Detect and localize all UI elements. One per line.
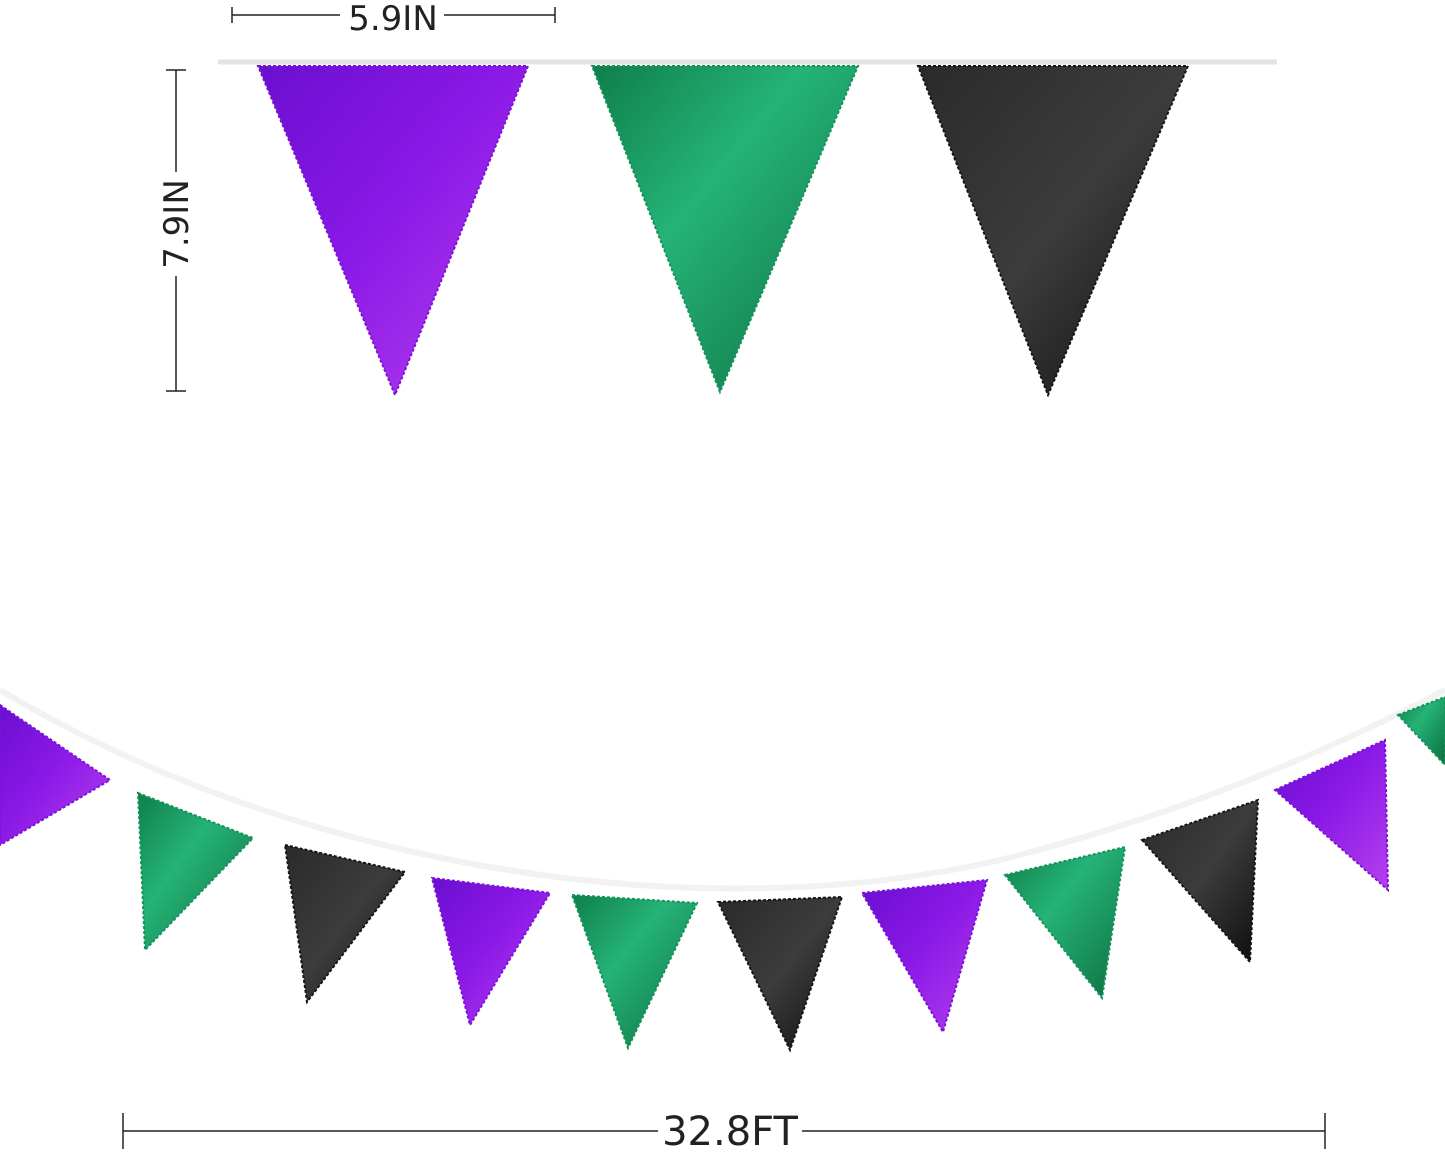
pennant-purple [1273,738,1390,893]
pennant-green [136,791,255,953]
pennant-black [916,65,1190,398]
pennant-green [1396,695,1445,767]
height-dimension: 7.9IN [155,69,197,392]
pennant-purple [430,876,552,1028]
garland [0,695,1445,1053]
pennant-purple [860,878,989,1035]
pennant-green [590,65,860,395]
length-dimension: 32.8FT [122,1108,1326,1152]
length-label: 32.8FT [662,1109,798,1152]
width-label: 5.9IN [348,0,438,39]
pennant-black [1140,798,1260,965]
pennant-purple [0,703,112,847]
height-label: 7.9IN [157,179,197,269]
pennant-green [1003,845,1127,1001]
pennant-black [716,895,844,1053]
width-dimension: 5.9IN [231,0,556,39]
pennant-green [570,893,699,1051]
garland-string [0,687,1445,892]
pennant-black [283,843,407,1005]
pennant-purple [256,65,530,398]
top-pennants [256,65,1190,398]
